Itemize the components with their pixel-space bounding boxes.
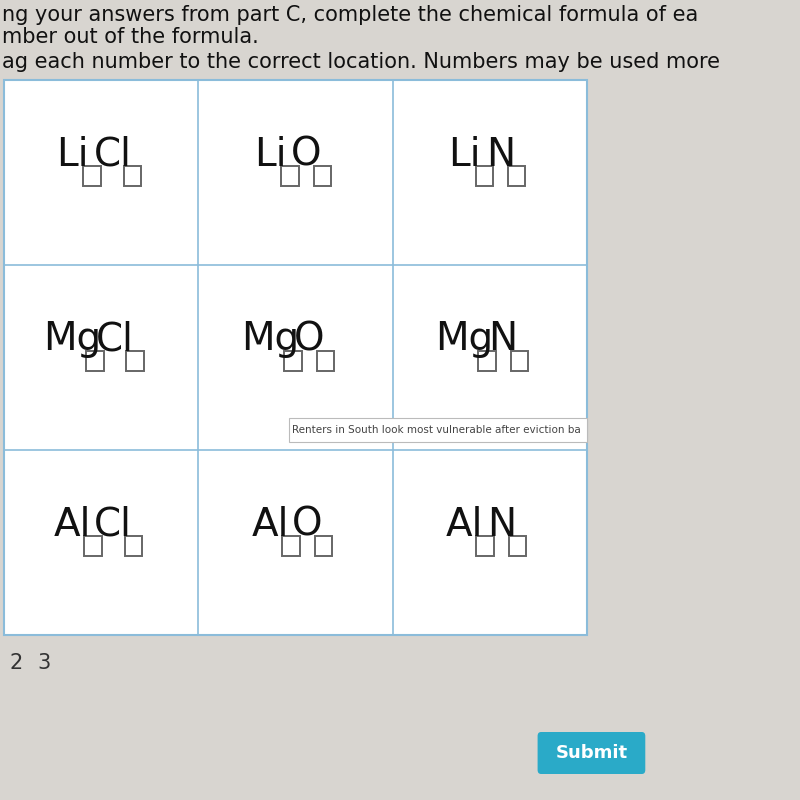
Text: Al: Al — [251, 506, 289, 543]
Text: O: O — [292, 506, 322, 543]
Bar — [126, 350, 144, 370]
Bar — [124, 166, 142, 186]
Bar — [510, 350, 528, 370]
Text: N: N — [486, 135, 515, 174]
Bar — [125, 535, 142, 555]
Text: ag each number to the correct location. Numbers may be used more: ag each number to the correct location. … — [2, 52, 720, 72]
Bar — [282, 535, 300, 555]
Text: O: O — [294, 321, 324, 358]
Text: ng your answers from part C, complete the chemical formula of ea: ng your answers from part C, complete th… — [2, 5, 698, 25]
Bar — [478, 350, 496, 370]
Bar — [314, 166, 331, 186]
Text: Li: Li — [56, 135, 88, 174]
Text: N: N — [487, 506, 516, 543]
Bar — [317, 350, 334, 370]
Bar — [509, 535, 526, 555]
Bar — [475, 166, 493, 186]
Text: mber out of the formula.: mber out of the formula. — [2, 27, 258, 47]
Bar — [4, 80, 586, 635]
FancyBboxPatch shape — [538, 732, 646, 774]
Text: Mg: Mg — [435, 321, 494, 358]
Bar — [282, 166, 299, 186]
Text: O: O — [291, 135, 322, 174]
Bar — [314, 535, 332, 555]
Text: Al: Al — [54, 506, 90, 543]
Text: 2: 2 — [9, 653, 22, 673]
Text: N: N — [489, 321, 518, 358]
Text: Cl: Cl — [96, 321, 134, 358]
Bar — [289, 418, 586, 442]
Text: Mg: Mg — [43, 321, 101, 358]
Bar — [86, 350, 104, 370]
Bar — [508, 166, 526, 186]
Text: Renters in South look most vulnerable after eviction ba: Renters in South look most vulnerable af… — [293, 425, 581, 435]
Text: Mg: Mg — [241, 321, 299, 358]
Text: Submit: Submit — [555, 744, 627, 762]
Bar — [83, 166, 101, 186]
Text: Cl: Cl — [94, 135, 131, 174]
Bar — [477, 535, 494, 555]
Text: Li: Li — [448, 135, 481, 174]
Text: 3: 3 — [37, 653, 50, 673]
Bar — [84, 535, 102, 555]
Text: Al: Al — [446, 506, 483, 543]
Bar — [284, 350, 302, 370]
Text: Cl: Cl — [94, 506, 132, 543]
Text: Li: Li — [254, 135, 286, 174]
